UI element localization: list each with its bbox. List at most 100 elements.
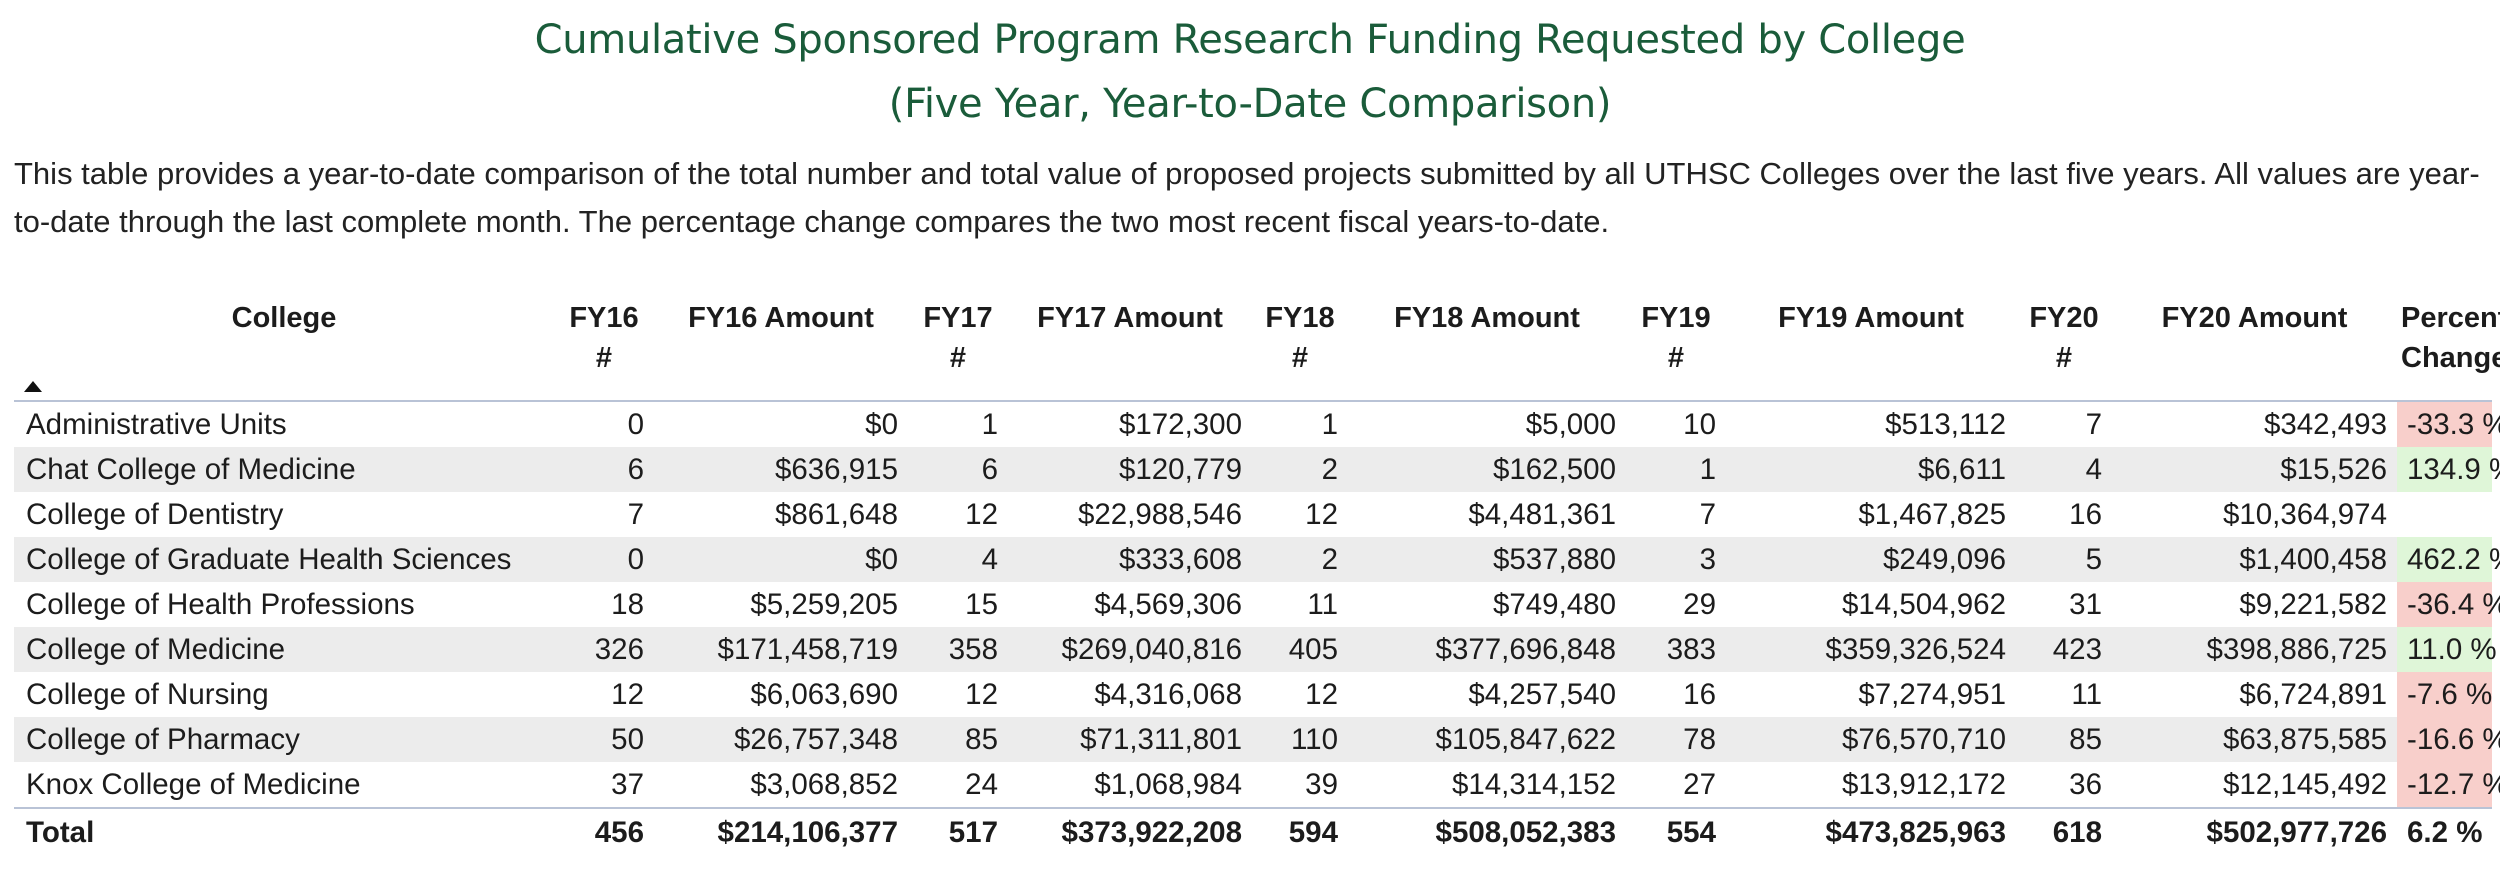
cell-fy16-amount: $0	[654, 537, 908, 582]
cell-fy19-amount: $513,112	[1726, 401, 2016, 447]
header-percent-change[interactable]: Percent Change	[2397, 284, 2500, 402]
header-fy19-amount[interactable]: FY19 Amount	[1726, 284, 2016, 402]
cell-fy17-amount: $120,779	[1008, 447, 1252, 492]
cell-fy16-count: 0	[554, 537, 654, 582]
cell-fy16-count: 7	[554, 492, 654, 537]
cell-fy17-amount: $22,988,546	[1008, 492, 1252, 537]
header-change-label: Change	[2401, 342, 2500, 374]
cell-percent-change: -36.4 %	[2397, 582, 2500, 627]
total-fy16-count: 456	[554, 807, 654, 856]
table-row[interactable]: College of Graduate Health Sciences 0 $0 4 $…	[14, 537, 2500, 582]
header-fy18-count[interactable]: FY18 #	[1252, 284, 1348, 402]
cell-fy20-amount: $63,875,585	[2112, 717, 2397, 762]
cell-fy17-count: 12	[908, 672, 1008, 717]
cell-fy17-count: 6	[908, 447, 1008, 492]
cell-fy18-amount: $749,480	[1348, 582, 1626, 627]
funding-table: College FY16 # FY16 Amount FY17 # FY17 Amo…	[14, 284, 2500, 856]
cell-fy17-count: 85	[908, 717, 1008, 762]
cell-fy18-count: 110	[1252, 717, 1348, 762]
cell-fy19-amount: $359,326,524	[1726, 627, 2016, 672]
cell-fy19-amount: $1,467,825	[1726, 492, 2016, 537]
cell-fy18-count: 12	[1252, 492, 1348, 537]
cell-fy17-amount: $4,569,306	[1008, 582, 1252, 627]
header-fy18-label: FY18	[1265, 302, 1335, 334]
header-fy20-count[interactable]: FY20 #	[2016, 284, 2112, 402]
cell-fy16-amount: $26,757,348	[654, 717, 908, 762]
cell-fy19-count: 383	[1626, 627, 1726, 672]
cell-fy20-count: 423	[2016, 627, 2112, 672]
cell-fy19-count: 16	[1626, 672, 1726, 717]
cell-fy17-amount: $333,608	[1008, 537, 1252, 582]
sort-ascending-icon[interactable]	[24, 381, 42, 392]
header-fy19-label: FY19	[1641, 302, 1711, 334]
cell-fy19-count: 78	[1626, 717, 1726, 762]
header-college[interactable]: College	[14, 284, 554, 402]
table-row[interactable]: Administrative Units 0 $0 1 $172,300 1 $5,000 1…	[14, 401, 2500, 447]
cell-fy16-amount: $636,915	[654, 447, 908, 492]
table-body: Administrative Units 0 $0 1 $172,300 1 $5,000 1…	[14, 401, 2500, 808]
header-fy19-hash: #	[1667, 342, 1685, 374]
cell-fy20-count: 4	[2016, 447, 2112, 492]
total-fy20-count: 618	[2016, 807, 2112, 856]
cell-fy20-count: 16	[2016, 492, 2112, 537]
total-fy20-amount: $502,977,726	[2112, 807, 2397, 856]
cell-fy20-amount: $342,493	[2112, 401, 2397, 447]
total-fy16-amount: $214,106,377	[654, 807, 908, 856]
table-row[interactable]: College of Pharmacy 50 $26,757,348 85 $71,31…	[14, 717, 2500, 762]
cell-fy19-count: 7	[1626, 492, 1726, 537]
cell-percent-change: -33.3 %	[2397, 401, 2500, 447]
cell-percent-change: -12.7 %	[2397, 762, 2500, 808]
cell-college: College of Health Professions	[14, 582, 554, 627]
cell-fy18-amount: $5,000	[1348, 401, 1626, 447]
header-fy17-amount[interactable]: FY17 Amount	[1008, 284, 1252, 402]
cell-fy18-amount: $537,880	[1348, 537, 1626, 582]
header-fy16-amount[interactable]: FY16 Amount	[654, 284, 908, 402]
cell-fy20-amount: $398,886,725	[2112, 627, 2397, 672]
header-fy17-count[interactable]: FY17 #	[908, 284, 1008, 402]
table-row[interactable]: College of Dentistry 7 $861,648 12 $22,988,5…	[14, 492, 2492, 537]
cell-fy18-amount: $377,696,848	[1348, 627, 1626, 672]
cell-percent-change: 134.9 %	[2397, 447, 2500, 492]
cell-fy18-count: 2	[1252, 447, 1348, 492]
cell-fy16-count: 50	[554, 717, 654, 762]
cell-percent-change: -7.6 %	[2397, 672, 2492, 717]
table-row[interactable]: College of Nursing 12 $6,063,690 12 $4,316,0…	[14, 672, 2492, 717]
cell-fy20-amount: $12,145,492	[2112, 762, 2397, 808]
cell-fy18-amount: $4,481,361	[1348, 492, 1626, 537]
header-row: College FY16 # FY16 Amount FY17 # FY17 Amo…	[14, 284, 2500, 402]
cell-fy20-count: 7	[2016, 401, 2112, 447]
cell-fy19-count: 3	[1626, 537, 1726, 582]
title-line-1: Cumulative Sponsored Program Research Fu…	[534, 17, 1966, 63]
table-row[interactable]: Chat College of Medicine 6 $636,915 6 $120,7…	[14, 447, 2500, 492]
total-fy18-amount: $508,052,383	[1348, 807, 1626, 856]
table-row[interactable]: Knox College of Medicine 37 $3,068,852 24 $1…	[14, 762, 2500, 808]
table-row[interactable]: College of Medicine 326 $171,458,719 358 $26…	[14, 627, 2497, 672]
cell-fy18-count: 405	[1252, 627, 1348, 672]
header-fy16-count[interactable]: FY16 #	[554, 284, 654, 402]
total-fy19-count: 554	[1626, 807, 1726, 856]
cell-fy19-count: 1	[1626, 447, 1726, 492]
cell-fy20-amount: $1,400,458	[2112, 537, 2397, 582]
cell-fy16-amount: $171,458,719	[654, 627, 908, 672]
cell-fy20-count: 11	[2016, 672, 2112, 717]
cell-college: College of Pharmacy	[14, 717, 554, 762]
cell-fy18-count: 12	[1252, 672, 1348, 717]
cell-fy18-amount: $162,500	[1348, 447, 1626, 492]
cell-fy19-amount: $13,912,172	[1726, 762, 2016, 808]
cell-fy17-count: 15	[908, 582, 1008, 627]
cell-college: Chat College of Medicine	[14, 447, 554, 492]
header-fy20-amount[interactable]: FY20 Amount	[2112, 284, 2397, 402]
total-fy17-count: 517	[908, 807, 1008, 856]
header-fy18-amount[interactable]: FY18 Amount	[1348, 284, 1626, 402]
header-college-label: College	[231, 302, 337, 334]
cell-fy20-count: 85	[2016, 717, 2112, 762]
cell-fy19-amount: $14,504,962	[1726, 582, 2016, 627]
cell-fy17-count: 4	[908, 537, 1008, 582]
cell-fy19-count: 10	[1626, 401, 1726, 447]
cell-fy18-count: 2	[1252, 537, 1348, 582]
table-row[interactable]: College of Health Professions 18 $5,259,20…	[14, 582, 2500, 627]
header-fy19-count[interactable]: FY19 #	[1626, 284, 1726, 402]
header-fy16-hash: #	[595, 342, 613, 374]
cell-fy16-count: 326	[554, 627, 654, 672]
header-percent-label: Percent	[2401, 302, 2500, 334]
